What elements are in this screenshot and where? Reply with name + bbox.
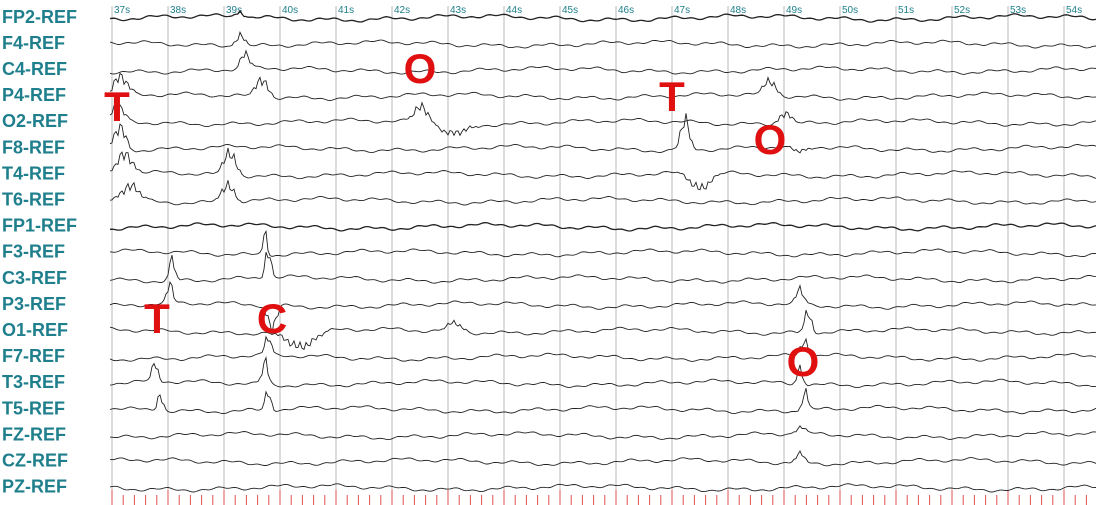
annotation-letter: O bbox=[754, 116, 787, 163]
channel-label: T6-REF bbox=[2, 189, 65, 209]
time-label: 47s bbox=[674, 5, 690, 16]
channel-label: T4-REF bbox=[2, 163, 65, 183]
time-label: 43s bbox=[450, 5, 466, 16]
channel-label: T5-REF bbox=[2, 398, 65, 418]
channel-label: FP2-REF bbox=[2, 7, 77, 27]
time-label: 49s bbox=[786, 5, 802, 16]
time-label: 53s bbox=[1010, 5, 1026, 16]
channel-label: F7-REF bbox=[2, 346, 65, 366]
time-label: 40s bbox=[282, 5, 298, 16]
time-label: 38s bbox=[170, 5, 186, 16]
eeg-trace bbox=[109, 356, 1097, 389]
eeg-trace bbox=[109, 252, 1097, 284]
eeg-trace bbox=[109, 229, 1097, 258]
eeg-trace bbox=[109, 483, 1097, 493]
time-label: 37s bbox=[114, 5, 130, 16]
eeg-trace bbox=[109, 72, 1097, 101]
time-label: 52s bbox=[954, 5, 970, 16]
time-label: 42s bbox=[394, 5, 410, 16]
channel-label: O2-REF bbox=[2, 111, 68, 131]
channel-label: C4-REF bbox=[2, 59, 67, 79]
channel-label: FZ-REF bbox=[2, 424, 66, 444]
channel-label: T3-REF bbox=[2, 372, 65, 392]
time-label: 51s bbox=[898, 5, 914, 16]
annotation-letter: O bbox=[787, 338, 820, 385]
eeg-trace bbox=[109, 9, 1097, 23]
channel-label: PZ-REF bbox=[2, 477, 67, 497]
channel-label: F3-REF bbox=[2, 242, 65, 262]
eeg-trace bbox=[109, 113, 1097, 154]
eeg-trace bbox=[109, 49, 1097, 75]
channel-label: O1-REF bbox=[2, 320, 68, 340]
channel-label: F4-REF bbox=[2, 33, 65, 53]
eeg-trace bbox=[109, 425, 1097, 441]
time-label: 44s bbox=[506, 5, 522, 16]
channel-label: FP1-REF bbox=[2, 216, 77, 236]
eeg-trace bbox=[109, 280, 1097, 334]
eeg-trace bbox=[109, 388, 1097, 415]
annotation-letter: T bbox=[144, 295, 170, 342]
channel-label: F8-REF bbox=[2, 137, 65, 157]
time-label: 48s bbox=[730, 5, 746, 16]
time-label: 45s bbox=[562, 5, 578, 16]
eeg-trace bbox=[109, 180, 1097, 206]
eeg-trace bbox=[109, 310, 1097, 351]
eeg-trace bbox=[109, 221, 1097, 232]
annotation-letter: O bbox=[404, 45, 437, 92]
eeg-trace bbox=[109, 31, 1097, 49]
time-label: 46s bbox=[618, 5, 634, 16]
eeg-trace bbox=[109, 147, 1097, 191]
annotation-letter: T bbox=[104, 83, 130, 130]
annotation-letter: C bbox=[257, 295, 287, 342]
channel-label: P4-REF bbox=[2, 85, 66, 105]
channel-label: CZ-REF bbox=[2, 450, 68, 470]
eeg-trace bbox=[109, 335, 1097, 362]
eeg-trace bbox=[109, 101, 1097, 137]
time-label: 50s bbox=[842, 5, 858, 16]
annotation-letter: T bbox=[659, 73, 685, 120]
eeg-trace bbox=[109, 450, 1097, 467]
time-label: 54s bbox=[1066, 5, 1082, 16]
time-label: 41s bbox=[338, 5, 354, 16]
channel-label: C3-REF bbox=[2, 268, 67, 288]
time-label: 39s bbox=[226, 5, 242, 16]
channel-label: P3-REF bbox=[2, 294, 66, 314]
